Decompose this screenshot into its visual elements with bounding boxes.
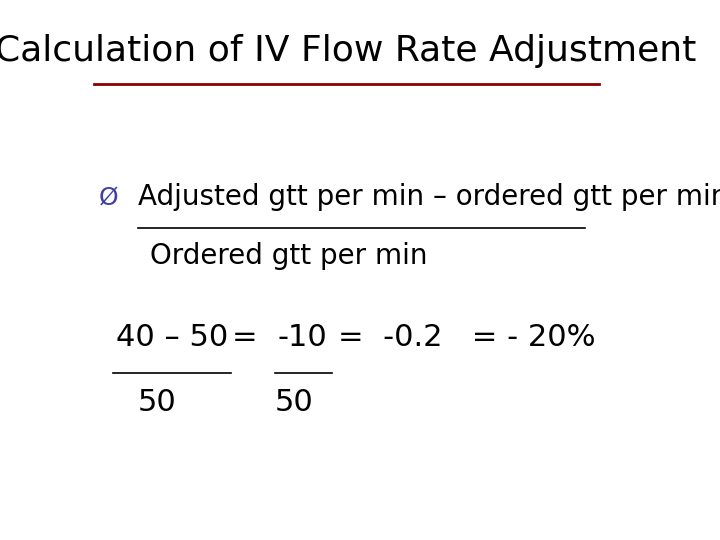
Text: =: =: [232, 323, 258, 352]
Text: 50: 50: [138, 388, 176, 417]
Text: 40 – 50: 40 – 50: [116, 323, 228, 352]
Text: -10: -10: [277, 323, 328, 352]
Text: Ordered gtt per min: Ordered gtt per min: [150, 242, 427, 271]
Text: Calculation of IV Flow Rate Adjustment: Calculation of IV Flow Rate Adjustment: [0, 35, 697, 68]
Text: 50: 50: [274, 388, 313, 417]
Text: =  -0.2   = - 20%: = -0.2 = - 20%: [338, 323, 595, 352]
Text: Adjusted gtt per min – ordered gtt per min: Adjusted gtt per min – ordered gtt per m…: [138, 183, 720, 211]
Text: Ø: Ø: [99, 185, 119, 209]
